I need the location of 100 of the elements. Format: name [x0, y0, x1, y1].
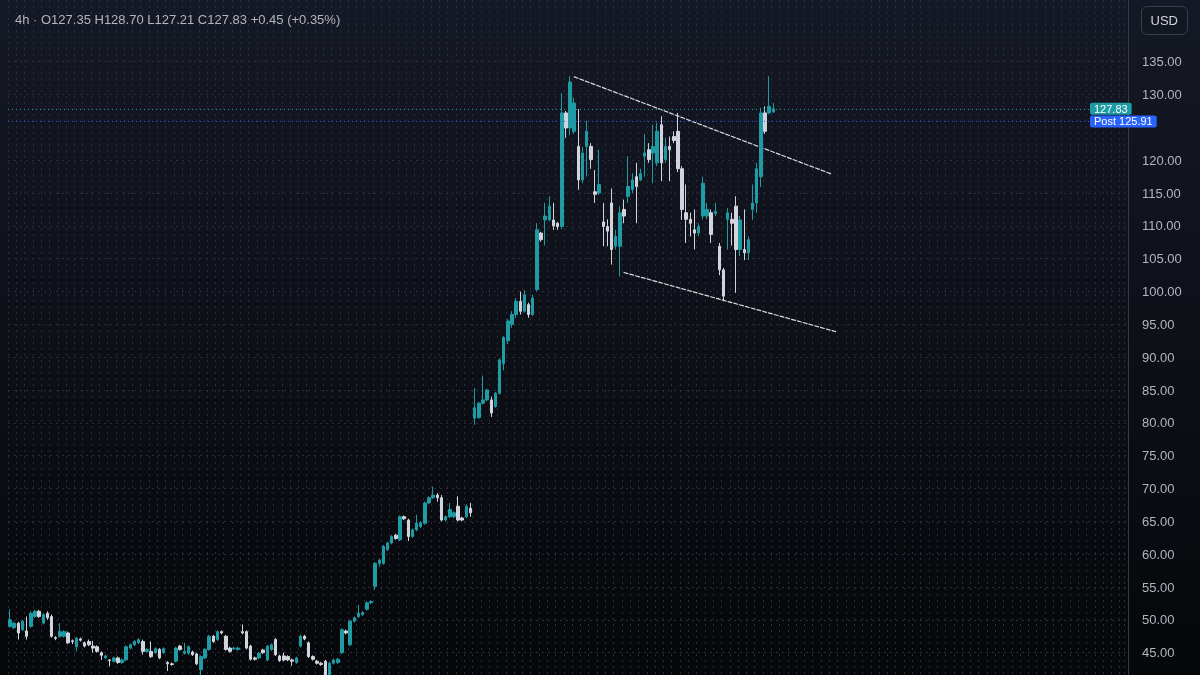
candlestick — [108, 658, 111, 667]
candlestick — [398, 514, 402, 542]
y-tick-label: 85.00 — [1142, 382, 1175, 398]
candlestick — [394, 533, 398, 541]
candlestick — [299, 634, 302, 648]
candlestick — [116, 656, 120, 665]
candlestick — [448, 502, 452, 519]
candlestick — [212, 634, 215, 644]
candlestick — [8, 608, 12, 629]
y-tick-label: 90.00 — [1142, 349, 1175, 365]
candlestick — [581, 146, 584, 184]
text: USD — [1140, 6, 1188, 35]
candlestick — [382, 544, 385, 566]
candlestick — [651, 124, 655, 184]
candlestick — [564, 110, 568, 139]
candlestick — [261, 648, 265, 655]
candlestick — [66, 631, 70, 645]
candlestick — [635, 162, 638, 224]
candlestick — [585, 120, 588, 178]
candlestick — [456, 495, 460, 522]
candlestick — [232, 646, 236, 651]
candlestick — [552, 202, 555, 231]
candlestick — [295, 656, 298, 665]
candlestick — [104, 654, 107, 660]
candlestick — [465, 503, 468, 519]
candlestick — [527, 302, 530, 319]
candlestick — [647, 142, 651, 164]
candlestick — [643, 133, 646, 178]
candlestick — [58, 622, 62, 639]
y-tick-label: 50.00 — [1142, 612, 1175, 628]
candlestick — [531, 294, 534, 317]
candlestick — [178, 644, 182, 652]
candlestick — [440, 494, 443, 522]
candlestick — [709, 208, 713, 244]
candlestick — [701, 176, 705, 220]
candlestick — [743, 208, 746, 261]
candlestick — [315, 659, 319, 665]
y-tick-label: 115.00 — [1142, 185, 1181, 201]
y-tick-label: 80.00 — [1142, 415, 1175, 431]
candlestick — [668, 136, 671, 182]
candlestick — [112, 656, 116, 664]
candlestick — [431, 486, 435, 500]
candlestick — [91, 640, 95, 654]
candlestick — [539, 231, 543, 243]
ref-line-label: 127.83 — [1094, 102, 1128, 115]
candlestick — [286, 654, 290, 662]
candlestick — [763, 105, 767, 135]
candlestick — [17, 621, 20, 641]
candlestick — [577, 108, 580, 191]
candlestick — [79, 637, 82, 643]
candlestick — [133, 639, 136, 647]
candlestick — [597, 149, 601, 196]
y-tick-label: 105.00 — [1142, 251, 1182, 267]
candlestick — [216, 629, 219, 642]
candlestick — [734, 195, 738, 294]
candlestick — [303, 634, 306, 641]
candlestick — [100, 650, 103, 661]
candlestick — [344, 629, 348, 635]
candlestick — [290, 658, 294, 667]
y-tick-label: 135.00 — [1142, 54, 1182, 70]
y-tick-label: 110.00 — [1142, 218, 1181, 234]
y-tick-label: 45.00 — [1142, 645, 1175, 661]
candlestick — [224, 634, 228, 652]
candlestick — [195, 652, 198, 666]
candlestick — [266, 644, 269, 662]
candlestick — [469, 502, 472, 518]
candlestick — [29, 610, 33, 629]
candlestick — [523, 289, 526, 314]
text: 4h · O127.35 H128.70 L127.21 C127.83 +0.45 (+0.35%) — [15, 12, 341, 27]
candlestick — [124, 644, 128, 662]
candlestick — [664, 137, 667, 164]
candlestick — [50, 614, 53, 639]
candlestick — [25, 616, 28, 641]
candlestick — [170, 662, 174, 667]
candlestick — [137, 637, 140, 645]
candlestick — [622, 199, 626, 224]
candlestick — [357, 604, 360, 619]
candlestick — [747, 235, 750, 261]
y-tick-label: 120.00 — [1142, 152, 1182, 168]
y-tick-label: 95.00 — [1142, 316, 1175, 332]
candlestick — [693, 208, 696, 251]
y-tick-label: 55.00 — [1142, 579, 1175, 595]
y-tick-label: 60.00 — [1142, 546, 1175, 562]
candlestick — [602, 202, 605, 247]
candlestick — [145, 647, 149, 654]
candlestick — [336, 657, 340, 665]
candlestick — [154, 646, 157, 655]
candlestick — [282, 652, 286, 662]
y-tick-label: 130.00 — [1142, 87, 1182, 103]
candlestick — [236, 646, 240, 652]
candlestick — [726, 207, 729, 251]
candlestick — [589, 142, 593, 170]
candlestick — [697, 222, 700, 237]
candlestick — [365, 600, 369, 612]
candlestick — [75, 636, 78, 652]
ref-line-label: Post 125.91 — [1094, 115, 1153, 128]
y-tick-label: 100.00 — [1142, 284, 1182, 300]
candlestick — [738, 215, 742, 257]
candlestick — [37, 609, 41, 619]
y-tick-label: 70.00 — [1142, 481, 1175, 497]
